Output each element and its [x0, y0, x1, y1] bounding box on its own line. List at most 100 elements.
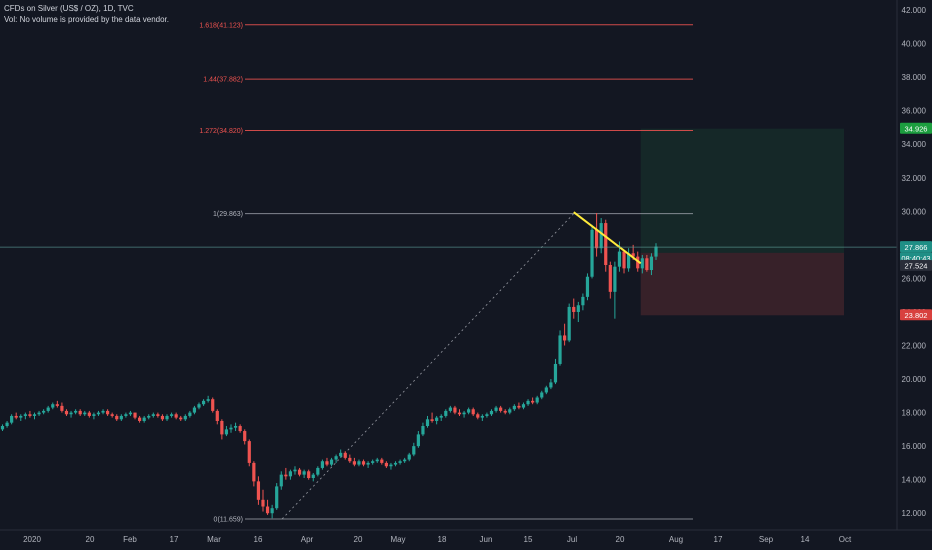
- candle-body: [10, 415, 14, 423]
- candle-body: [302, 471, 306, 475]
- candle-body: [462, 412, 466, 415]
- time-tick-label: 20: [354, 535, 363, 544]
- candle-body: [156, 414, 160, 416]
- candles: [0, 213, 658, 519]
- candle-body: [329, 459, 334, 465]
- last-price-tag: 27.866: [905, 243, 928, 252]
- fib-extension-levels: 0(11.659) 1(29.863) 1.272(34.820) 1.44(37.8…: [199, 22, 693, 523]
- price-tick-label: 34.000: [902, 140, 927, 149]
- candle-body: [407, 454, 411, 460]
- price-tick-label: 36.000: [902, 107, 927, 116]
- candle-body: [55, 404, 59, 406]
- candle-body: [0, 426, 5, 430]
- candle-body: [83, 412, 87, 415]
- candle-body: [74, 410, 78, 413]
- price-tick-label: 14.000: [902, 476, 927, 485]
- candle-body: [636, 256, 640, 269]
- candle-body: [608, 265, 612, 292]
- time-tick-label: Aug: [669, 535, 683, 544]
- entry-price-tag-bg: [900, 259, 932, 271]
- candle-body: [110, 414, 114, 416]
- candle-body: [384, 462, 388, 467]
- candle-body: [393, 462, 398, 465]
- price-tick-label: 12.000: [902, 509, 927, 518]
- candle-body: [352, 461, 356, 465]
- candle-body: [42, 410, 46, 413]
- candle-body: [160, 415, 165, 420]
- candle-body: [549, 382, 553, 388]
- candle-body: [293, 469, 297, 472]
- candle-body: [563, 335, 567, 341]
- candle-body: [348, 457, 352, 462]
- candle-body: [622, 251, 626, 269]
- candle-body: [14, 415, 18, 418]
- candle-body: [581, 296, 585, 306]
- fib-level-label: 1.44(37.882): [203, 77, 243, 84]
- candle-body: [435, 417, 439, 421]
- candle-body: [256, 481, 261, 500]
- price-tick-label: 16.000: [902, 442, 927, 451]
- candle-body: [334, 456, 338, 460]
- candle-body: [467, 409, 471, 413]
- candle-body: [485, 414, 489, 416]
- time-tick-label: Jun: [480, 535, 493, 544]
- time-tick-label: 17: [170, 535, 179, 544]
- candle-body: [64, 410, 69, 415]
- candle-body: [224, 429, 229, 435]
- price-tick-label: 42.000: [902, 6, 927, 15]
- candle-body: [531, 400, 535, 403]
- candle-body: [380, 459, 384, 463]
- candle-body: [51, 404, 55, 408]
- candle-body: [320, 461, 324, 468]
- candle-body: [416, 434, 420, 447]
- time-tick-label: May: [390, 535, 405, 544]
- time-tick-label: 20: [86, 535, 95, 544]
- stop-price-tag-bg: [900, 309, 932, 321]
- yellow-trendline: [573, 211, 642, 265]
- candle-body: [275, 486, 279, 509]
- candle-body: [508, 409, 512, 413]
- candle-body: [640, 258, 644, 269]
- candle-body: [316, 467, 320, 475]
- candle-body: [28, 414, 32, 416]
- price-axis[interactable]: 12.00014.00016.00018.00020.00022.00024.0…: [896, 0, 927, 530]
- candle-body: [243, 431, 247, 442]
- fib-level-label: 1(29.863): [213, 211, 243, 218]
- candle-body: [297, 469, 302, 475]
- time-tick-label: Sep: [759, 535, 774, 544]
- candle-body: [553, 363, 558, 383]
- fib-level-label: 1.272(34.820): [199, 128, 243, 135]
- candle-body: [92, 414, 96, 416]
- candle-body: [544, 387, 548, 393]
- candle-body: [46, 407, 50, 411]
- fib-level-label: 0(11.659): [214, 516, 243, 523]
- time-tick-label: Oct: [839, 535, 852, 544]
- candle-body: [19, 415, 23, 418]
- fib-level-label: 1.618(41.123): [199, 22, 243, 29]
- candle-body: [476, 414, 480, 418]
- candle-body: [572, 306, 576, 312]
- candle-body: [480, 415, 484, 418]
- trendline[interactable]: [573, 211, 642, 265]
- entry-price-tag: 27.524: [905, 262, 928, 271]
- candle-body: [444, 410, 448, 416]
- candle-body: [78, 410, 82, 415]
- candle-body: [138, 417, 142, 421]
- candle-body: [471, 409, 475, 415]
- candle-body: [174, 414, 178, 418]
- time-axis[interactable]: 2020 20 Feb 17 Mar 16 Apr 20 May 18 Jun 15 Jul 20 Aug 1…: [0, 529, 932, 544]
- candle-body: [179, 417, 183, 420]
- candle-body: [430, 419, 434, 421]
- candle-body: [599, 223, 603, 249]
- time-tick-label: Apr: [301, 535, 314, 544]
- fib-anchor-diagonal: [281, 213, 575, 520]
- candle-body: [626, 253, 631, 269]
- candle-body: [106, 410, 110, 415]
- candle-body: [32, 414, 37, 416]
- candle-body: [270, 508, 274, 514]
- candle-body: [119, 415, 123, 420]
- candle-body: [229, 427, 233, 430]
- candle-body: [366, 462, 370, 465]
